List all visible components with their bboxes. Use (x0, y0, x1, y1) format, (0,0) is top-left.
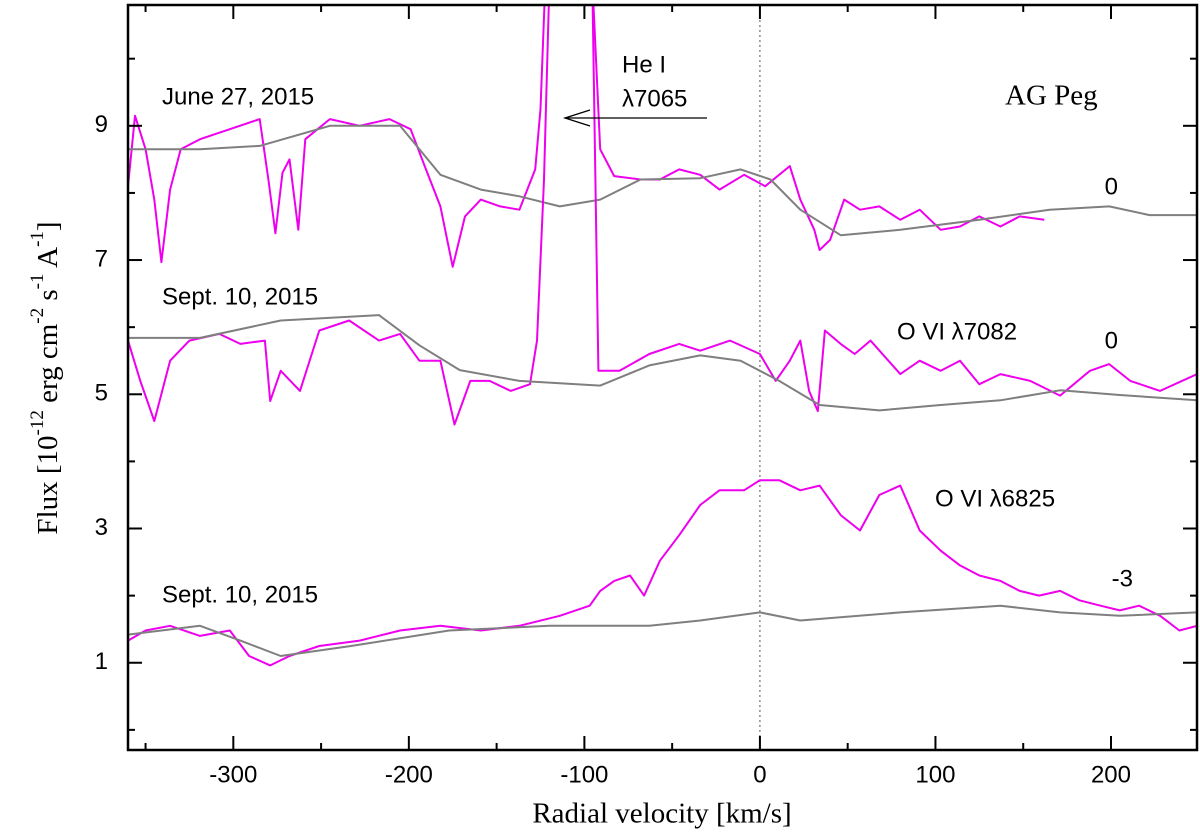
x-tick-label: 200 (1091, 761, 1131, 788)
annotation: June 27, 2015 (162, 83, 314, 110)
y-label-superscript: -1 (27, 231, 48, 247)
y-label-part: Flux [10 (32, 435, 64, 534)
y-label-part: ] (32, 221, 64, 231)
spectrum-line (128, 604, 1197, 657)
x-tick-label: 0 (753, 761, 766, 788)
annotation: -3 (1112, 565, 1133, 592)
x-tick-label: -200 (385, 761, 433, 788)
plot-area (128, 5, 1197, 750)
spectrum-line (128, 124, 1197, 237)
annotation: 0 (1105, 173, 1118, 200)
x-tick-label: 100 (915, 761, 955, 788)
y-label-part: s (32, 289, 64, 308)
y-label-part: erg cm (32, 323, 64, 410)
x-axis-label: Radial velocity [km/s] (532, 798, 791, 830)
x-tick-label: -300 (209, 761, 257, 788)
y-tick-label: 1 (95, 648, 108, 675)
y-label-superscript: -2 (27, 308, 48, 324)
y-tick-label: 7 (95, 245, 108, 272)
y-tick-label: 9 (95, 111, 108, 138)
y-tick-label: 5 (95, 380, 108, 407)
y-label-superscript: -1 (27, 274, 48, 290)
arrow-head (562, 109, 591, 127)
y-label-superscript: -12 (27, 410, 48, 435)
plot-frame (126, 3, 1199, 752)
y-tick-label: 3 (95, 514, 108, 541)
annotation: Sept. 10, 2015 (162, 283, 318, 310)
annotation: λ7065 (622, 85, 687, 112)
spectrum-line (128, 479, 1197, 667)
annotation: O VI λ6825 (935, 485, 1055, 512)
x-tick-label: -100 (560, 761, 608, 788)
spectrum-line (128, 5, 1045, 268)
y-label-part: A (32, 247, 64, 274)
annotation: AG Peg (1005, 80, 1098, 112)
annotation: 0 (1105, 327, 1118, 354)
annotation: Sept. 10, 2015 (162, 581, 318, 608)
y-axis-label: Flux [10-12 erg cm-2 s-1 A-1] (27, 221, 63, 534)
spectrum-line (128, 314, 1197, 412)
spectrum-line (128, 5, 1197, 426)
annotation: O VI λ7082 (897, 318, 1017, 345)
annotation: He I (622, 51, 666, 78)
